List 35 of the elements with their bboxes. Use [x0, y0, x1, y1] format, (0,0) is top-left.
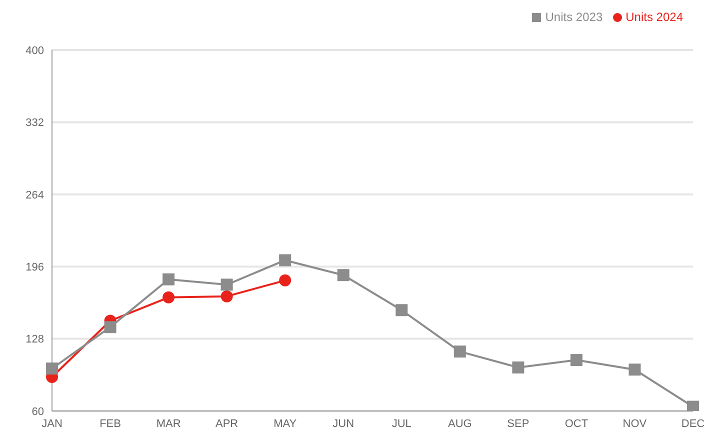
x-tick-label: AUG [448, 418, 472, 430]
x-tick-label: MAR [156, 418, 181, 430]
y-tick-label: 332 [26, 117, 44, 130]
point [687, 400, 699, 411]
point [628, 364, 641, 376]
point [396, 304, 408, 316]
point [162, 273, 175, 286]
point [570, 354, 582, 366]
point [46, 362, 58, 375]
point [220, 290, 233, 302]
x-tick-label: MAY [274, 418, 298, 430]
point [512, 361, 524, 374]
point [279, 274, 292, 286]
x-tick-label: OCT [564, 418, 588, 430]
point [454, 346, 466, 358]
legend-label: Units 2023 [545, 10, 603, 24]
legend-label: Units 2024 [626, 10, 683, 24]
point [220, 278, 233, 291]
y-tick-label: 264 [26, 189, 44, 202]
x-tick-label: FEB [100, 418, 121, 430]
x-tick-label: APR [216, 418, 238, 430]
y-tick-label: 400 [26, 44, 44, 57]
point [104, 321, 116, 334]
point [337, 269, 350, 282]
y-tick-label: 196 [26, 262, 44, 274]
x-tick-label: JAN [42, 418, 62, 430]
point [279, 254, 292, 266]
x-tick-label: SEP [507, 418, 530, 430]
x-tick-label: JUL [392, 418, 412, 430]
x-tick-label: JUN [332, 418, 354, 430]
point [162, 291, 175, 304]
y-tick-label: 60 [32, 406, 44, 418]
y-tick-label: 128 [26, 334, 44, 346]
x-tick-label: NOV [622, 418, 648, 430]
x-tick-label: DEC [681, 418, 705, 430]
